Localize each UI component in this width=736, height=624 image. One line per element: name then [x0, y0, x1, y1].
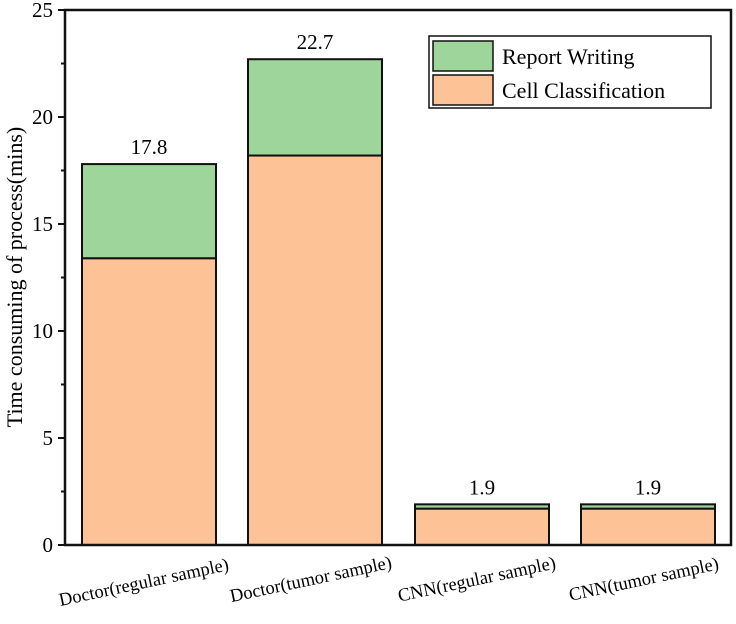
bar-segment-report-writing	[81, 163, 217, 260]
legend-swatch-report-writing	[432, 40, 494, 72]
y-tick-label: 20	[32, 105, 53, 129]
legend-swatch-cell-classification	[432, 74, 494, 106]
legend-label: Cell Classification	[502, 78, 665, 103]
bar-stack	[247, 58, 383, 547]
y-tick-label: 5	[43, 426, 54, 450]
bar-total-label: 1.9	[469, 475, 495, 499]
bar-segment-cell-classification	[414, 507, 550, 546]
bar-segment-cell-classification	[247, 154, 383, 547]
y-axis-title: Time consuming of process(mins)	[2, 127, 27, 427]
bar-total-label: 1.9	[635, 475, 661, 499]
x-category-label: Doctor(tumor sample)	[228, 553, 393, 607]
legend-item: Report Writing	[432, 40, 635, 72]
x-axis-labels: Doctor(regular sample)Doctor(tumor sampl…	[57, 553, 720, 611]
y-tick-label: 0	[43, 533, 54, 557]
bar-segment-cell-classification	[580, 507, 716, 546]
y-tick-label: 25	[32, 0, 53, 22]
y-tick-label: 15	[32, 212, 53, 236]
bar-segment-report-writing	[580, 503, 716, 510]
bar-value-labels: 17.8 22.7 1.9 1.9	[131, 30, 662, 499]
legend: Report Writing Cell Classification	[428, 35, 712, 109]
legend-label: Report Writing	[502, 44, 635, 69]
y-axis: 0 5 10 15 20 25	[32, 0, 65, 557]
bar-total-label: 17.8	[131, 135, 168, 159]
x-category-label: Doctor(regular sample)	[57, 555, 230, 611]
bar-segment-report-writing	[247, 58, 383, 157]
bar-stack	[81, 163, 217, 546]
legend-item: Cell Classification	[432, 74, 665, 106]
bar-stack	[414, 503, 550, 546]
bar-total-label: 22.7	[297, 30, 334, 54]
x-category-label: CNN(tumor sample)	[567, 554, 720, 605]
bar-segment-report-writing	[414, 503, 550, 510]
y-tick-label: 10	[32, 319, 53, 343]
bar-segment-cell-classification	[81, 257, 217, 546]
x-category-label: CNN(regular sample)	[396, 554, 557, 607]
bar-stack	[580, 503, 716, 546]
bars-group	[81, 58, 716, 547]
